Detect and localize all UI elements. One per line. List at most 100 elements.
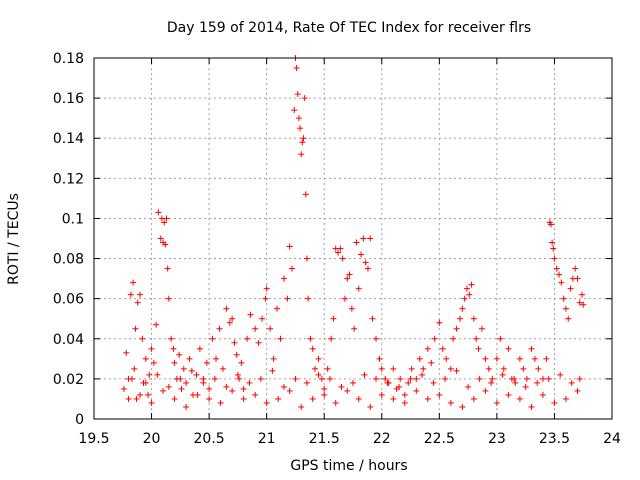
data-point (465, 383, 472, 390)
data-point (134, 299, 141, 306)
x-tick-label: 22.5 (424, 431, 455, 447)
data-point (539, 375, 546, 382)
data-point (128, 375, 135, 382)
data-point (240, 395, 247, 402)
y-tick-label: 0.08 (53, 252, 84, 268)
y-tick-label: 0.16 (53, 91, 84, 107)
data-point (405, 379, 412, 386)
data-point (505, 391, 512, 398)
data-point (277, 335, 284, 342)
data-point (150, 359, 157, 366)
data-point (339, 255, 346, 262)
data-point (428, 359, 435, 366)
data-point (153, 321, 160, 328)
data-point (413, 375, 420, 382)
data-point (161, 219, 168, 226)
data-point (562, 305, 569, 312)
data-point (463, 285, 470, 292)
data-point (171, 359, 178, 366)
data-point (262, 295, 269, 302)
data-point (240, 385, 247, 392)
data-point (539, 391, 546, 398)
data-point (244, 335, 251, 342)
data-point (361, 371, 368, 378)
data-point (338, 383, 345, 390)
data-point (162, 241, 169, 248)
data-point (576, 375, 583, 382)
x-tick-label: 21.5 (309, 431, 340, 447)
data-point (453, 325, 460, 332)
data-point (367, 403, 374, 410)
data-point (309, 345, 316, 352)
data-point (123, 349, 130, 356)
y-axis-label: ROTI / TECUs (6, 193, 22, 285)
data-point (384, 379, 391, 386)
data-point (137, 291, 144, 298)
data-point (560, 295, 567, 302)
data-point (551, 399, 558, 406)
data-point (408, 365, 415, 372)
data-point (286, 387, 293, 394)
data-point (183, 379, 190, 386)
data-point (297, 125, 304, 132)
data-point (257, 375, 264, 382)
data-point (485, 365, 492, 372)
data-point (390, 395, 397, 402)
data-point (213, 355, 220, 362)
data-point (284, 295, 291, 302)
data-point (145, 391, 152, 398)
data-point (206, 385, 213, 392)
data-point (309, 395, 316, 402)
data-point (499, 371, 506, 378)
data-point (133, 395, 140, 402)
data-point (120, 385, 127, 392)
data-point (453, 367, 460, 374)
data-point (567, 285, 574, 292)
data-point (547, 221, 554, 228)
data-point (263, 399, 270, 406)
data-point (528, 345, 535, 352)
data-point (516, 395, 523, 402)
x-tick-label: 21 (258, 431, 276, 447)
data-point (545, 375, 552, 382)
data-point (321, 391, 328, 398)
data-point (461, 295, 468, 302)
data-point (259, 315, 266, 322)
data-point (293, 65, 300, 72)
y-tick-label: 0.06 (53, 292, 84, 308)
data-point (127, 291, 134, 298)
y-tick-label: 0.18 (53, 51, 84, 67)
data-point (160, 387, 167, 394)
data-point (303, 255, 310, 262)
data-point (274, 305, 281, 312)
data-point (382, 375, 389, 382)
data-point (217, 399, 224, 406)
data-point (373, 335, 380, 342)
data-point (209, 335, 216, 342)
x-tick-label: 19.5 (78, 431, 109, 447)
y-tick-label: 0.1 (62, 211, 84, 227)
data-point (493, 355, 500, 362)
data-point (255, 339, 262, 346)
data-point (531, 355, 538, 362)
data-point (358, 251, 365, 258)
data-point (346, 271, 353, 278)
data-point (298, 403, 305, 410)
data-point (348, 305, 355, 312)
data-point (419, 371, 426, 378)
data-point (397, 375, 404, 382)
data-point (270, 355, 277, 362)
data-point (193, 371, 200, 378)
data-point (439, 345, 446, 352)
data-point (315, 355, 322, 362)
data-point (430, 379, 437, 386)
data-point (157, 235, 164, 242)
data-point (200, 379, 207, 386)
data-point (328, 335, 335, 342)
data-point (579, 291, 586, 298)
data-point (131, 365, 138, 372)
data-point (252, 391, 259, 398)
data-point (223, 383, 230, 390)
data-point (246, 379, 253, 386)
data-point (321, 385, 328, 392)
